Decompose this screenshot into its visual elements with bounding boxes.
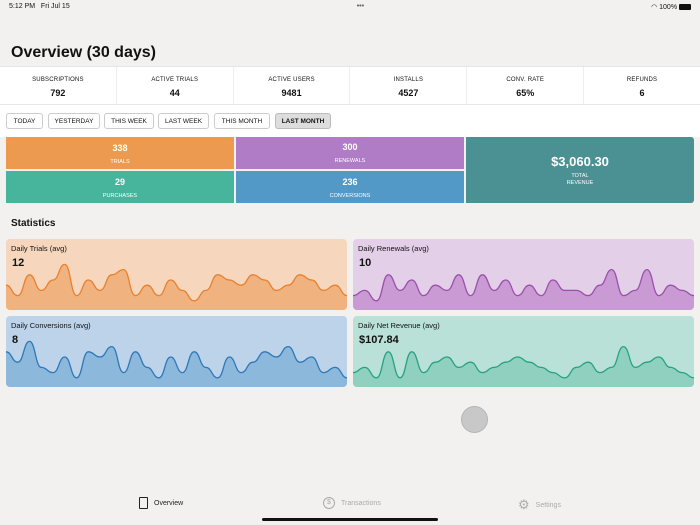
- tile-value: 338: [112, 143, 128, 153]
- tile-total-revenue[interactable]: $3,060.30 TOTAL REVENUE: [466, 137, 694, 203]
- sparkline-area: [353, 346, 694, 387]
- sparkline-chart: [6, 263, 347, 310]
- card-title: Daily Net Revenue (avg): [358, 321, 440, 330]
- stat-value: 4527: [398, 88, 419, 98]
- wifi-icon: ◠: [651, 4, 658, 11]
- card-daily-trials[interactable]: Daily Trials (avg) 12: [6, 239, 347, 310]
- home-indicator: [262, 518, 438, 521]
- stat-label: SUBSCRIPTIONS: [32, 77, 84, 83]
- filter-this-week[interactable]: THIS WEEK: [104, 113, 154, 129]
- sparkline-area: [6, 264, 347, 310]
- stat-value: 792: [50, 88, 66, 98]
- tile-label: REVENUE: [566, 180, 594, 186]
- tab-settings[interactable]: ⚙ Settings: [518, 497, 561, 513]
- stat-value: 44: [169, 88, 180, 98]
- stat-value: 6: [639, 88, 645, 98]
- status-time: 5:12 PM: [9, 3, 36, 10]
- assistive-touch-button[interactable]: [461, 406, 488, 433]
- stat-conv-rate: CONV. RATE 65%: [467, 67, 585, 104]
- gear-icon: ⚙: [518, 497, 530, 512]
- dollar-circle-icon: $: [323, 497, 335, 509]
- filter-last-month[interactable]: LAST MONTH: [275, 113, 331, 129]
- sparkline-line: [6, 263, 347, 302]
- filter-this-month[interactable]: THIS MONTH: [214, 113, 270, 129]
- stat-value: 65%: [516, 88, 535, 98]
- tile-label: PURCHASES: [102, 193, 138, 199]
- card-title: Daily Renewals (avg): [358, 244, 429, 253]
- stat-refunds: REFUNDS 6: [584, 67, 700, 104]
- stat-active-trials: ACTIVE TRIALS 44: [117, 67, 234, 104]
- tab-label: Overview: [154, 499, 184, 507]
- card-daily-renewals[interactable]: Daily Renewals (avg) 10: [353, 239, 694, 310]
- stat-active-users: ACTIVE USERS 9481: [234, 67, 351, 104]
- clipboard-icon: [139, 497, 148, 509]
- sparkline-line: [353, 345, 694, 379]
- battery-percent: 100%: [659, 4, 678, 11]
- stat-value: 9481: [281, 88, 302, 98]
- stats-row: SUBSCRIPTIONS 792 ACTIVE TRIALS 44 ACTIVE …: [0, 66, 700, 105]
- card-value: 8: [12, 334, 19, 346]
- tile-label: TRIALS: [110, 159, 130, 165]
- filter-today[interactable]: TODAY: [6, 113, 43, 129]
- battery-icon: [679, 4, 691, 11]
- sparkline-line: [6, 340, 347, 379]
- card-title: Daily Trials (avg): [11, 244, 67, 253]
- tile-trials[interactable]: 338 TRIALS: [6, 137, 234, 169]
- sparkline-chart: [353, 345, 694, 387]
- status-bar: 5:12 PM Fri Jul 15 ••• ◠ 100%: [9, 3, 691, 13]
- filter-yesterday[interactable]: YESTERDAY: [48, 113, 100, 129]
- card-value: 12: [12, 257, 25, 269]
- tile-purchases[interactable]: 29 PURCHASES: [6, 171, 234, 203]
- stat-label: ACTIVE TRIALS: [151, 77, 199, 83]
- tile-value: 300: [342, 142, 358, 152]
- stat-label: INSTALLS: [393, 77, 424, 83]
- sparkline-chart: [353, 268, 694, 310]
- stat-label: REFUNDS: [626, 77, 658, 83]
- tab-label: Settings: [535, 501, 561, 509]
- filter-last-week[interactable]: LAST WEEK: [158, 113, 209, 129]
- tile-label: RENEWALS: [334, 158, 366, 164]
- status-date: Fri Jul 15: [40, 3, 70, 10]
- date-filter-bar: TODAY YESTERDAY THIS WEEK LAST WEEK THIS…: [0, 105, 700, 137]
- stat-label: CONV. RATE: [506, 77, 545, 83]
- card-daily-net-revenue[interactable]: Daily Net Revenue (avg) $107.84: [353, 316, 694, 387]
- statistics-heading: Statistics: [11, 218, 56, 229]
- card-title: Daily Conversions (avg): [11, 321, 91, 330]
- stat-subscriptions: SUBSCRIPTIONS 792: [0, 67, 117, 104]
- tab-label: Transactions: [341, 499, 381, 507]
- stat-label: ACTIVE USERS: [268, 77, 315, 83]
- sparkline-chart: [6, 340, 347, 387]
- stat-installs: INSTALLS 4527: [350, 67, 468, 104]
- card-daily-conversions[interactable]: Daily Conversions (avg) 8: [6, 316, 347, 387]
- multitask-dots-icon[interactable]: •••: [356, 3, 365, 10]
- tile-label: CONVERSIONS: [329, 193, 371, 199]
- tile-value: 29: [114, 177, 125, 187]
- tile-label: TOTAL: [571, 173, 589, 179]
- card-value: $107.84: [359, 334, 399, 346]
- tab-transactions[interactable]: $ Transactions: [323, 497, 381, 509]
- sparkline-line: [353, 268, 694, 302]
- tab-overview[interactable]: Overview: [139, 497, 183, 509]
- page-title: Overview (30 days): [11, 44, 156, 61]
- sparkline-area: [353, 269, 694, 310]
- tile-conversions[interactable]: 236 CONVERSIONS: [236, 171, 464, 203]
- card-value: 10: [359, 257, 372, 269]
- tile-value: $3,060.30: [551, 154, 609, 169]
- tile-value: 236: [342, 177, 358, 187]
- tile-renewals[interactable]: 300 RENEWALS: [236, 137, 464, 169]
